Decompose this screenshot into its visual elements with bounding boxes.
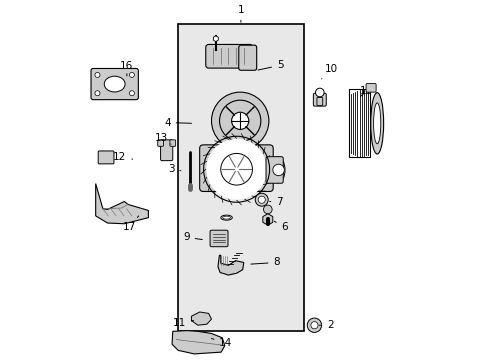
Circle shape (310, 321, 317, 329)
FancyBboxPatch shape (238, 45, 256, 70)
Polygon shape (218, 255, 244, 275)
FancyBboxPatch shape (199, 145, 273, 192)
Polygon shape (191, 312, 211, 325)
Circle shape (129, 72, 134, 77)
Text: 17: 17 (122, 216, 139, 232)
Text: 4: 4 (164, 118, 191, 128)
Circle shape (206, 139, 266, 199)
Ellipse shape (270, 157, 285, 183)
Circle shape (231, 112, 248, 130)
Circle shape (255, 193, 267, 206)
Circle shape (95, 91, 100, 96)
Text: 10: 10 (321, 64, 337, 79)
Text: 5: 5 (258, 60, 283, 70)
Ellipse shape (222, 216, 230, 219)
Text: 16: 16 (120, 61, 133, 76)
Ellipse shape (373, 103, 380, 144)
FancyBboxPatch shape (91, 68, 138, 100)
Circle shape (258, 196, 265, 203)
Ellipse shape (221, 215, 232, 220)
Ellipse shape (370, 93, 383, 154)
Polygon shape (263, 214, 272, 225)
FancyBboxPatch shape (366, 84, 375, 92)
Text: 2: 2 (319, 320, 333, 330)
Polygon shape (213, 36, 218, 41)
Text: 13: 13 (154, 133, 171, 144)
Circle shape (220, 153, 252, 185)
Text: 7: 7 (269, 197, 283, 207)
FancyBboxPatch shape (313, 93, 325, 106)
Text: 1: 1 (237, 5, 244, 22)
FancyBboxPatch shape (316, 98, 322, 105)
Polygon shape (96, 184, 148, 224)
Text: 12: 12 (113, 152, 132, 162)
Text: 8: 8 (250, 257, 280, 267)
Text: 14: 14 (211, 338, 232, 348)
FancyBboxPatch shape (158, 140, 163, 146)
Bar (178, 24, 303, 330)
Circle shape (211, 92, 268, 149)
Text: 11: 11 (172, 319, 193, 328)
FancyBboxPatch shape (160, 140, 172, 161)
Circle shape (272, 164, 284, 176)
Circle shape (219, 100, 260, 141)
Text: 6: 6 (274, 221, 287, 232)
Polygon shape (172, 330, 224, 354)
FancyBboxPatch shape (98, 151, 114, 164)
Text: 3: 3 (167, 164, 181, 174)
FancyBboxPatch shape (210, 230, 227, 247)
Circle shape (315, 88, 324, 97)
Circle shape (306, 318, 321, 332)
Circle shape (129, 91, 134, 96)
Circle shape (263, 205, 271, 214)
FancyBboxPatch shape (265, 157, 283, 183)
Ellipse shape (104, 76, 125, 92)
Text: 15: 15 (359, 86, 372, 96)
FancyBboxPatch shape (169, 140, 175, 146)
Circle shape (95, 72, 100, 77)
FancyBboxPatch shape (205, 44, 252, 68)
Text: 9: 9 (183, 232, 202, 242)
